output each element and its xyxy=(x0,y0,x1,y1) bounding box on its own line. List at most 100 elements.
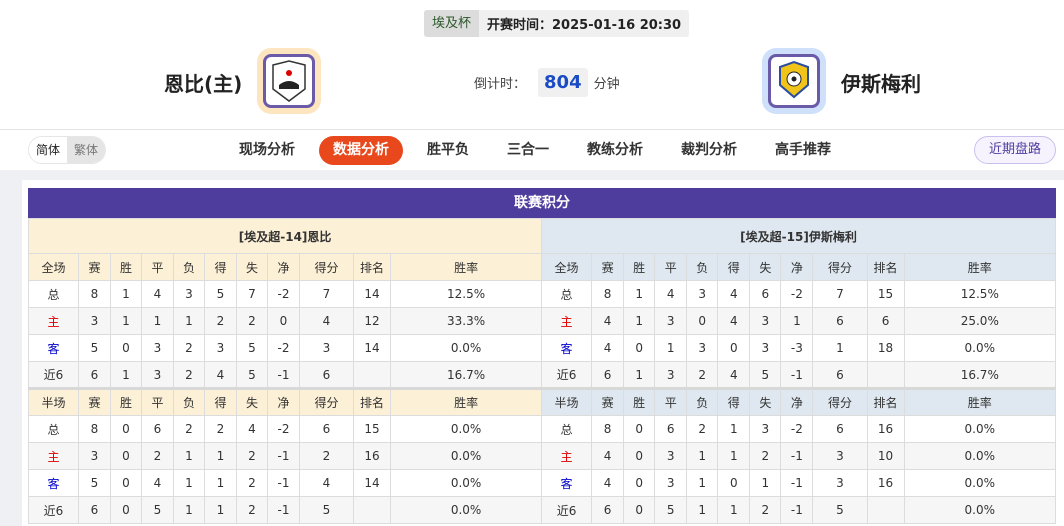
stat-cell: 33.3% xyxy=(389,307,543,335)
countdown-unit: 分钟 xyxy=(593,77,620,92)
stat-cell: 12.5% xyxy=(389,280,543,308)
stat-cell: 1 xyxy=(141,307,174,335)
column-header: 失 xyxy=(749,253,782,281)
column-header: 负 xyxy=(173,387,205,416)
column-header: 负 xyxy=(686,253,719,281)
column-header: 失 xyxy=(236,387,268,416)
column-header: 得分 xyxy=(299,387,354,416)
tab-4[interactable]: 教练分析 xyxy=(587,142,643,158)
stat-cell: 15 xyxy=(353,415,391,443)
lang-traditional[interactable]: 繁体 xyxy=(67,137,106,163)
stat-cell: 0.0% xyxy=(903,334,1057,362)
tab-1[interactable]: 数据分析 xyxy=(319,136,403,165)
tab-0[interactable]: 现场分析 xyxy=(239,142,295,158)
stat-cell: -2 xyxy=(780,280,814,308)
stat-cell: 5 xyxy=(812,496,868,524)
row-label: 主 xyxy=(540,442,593,470)
table-row: 客 5 0 4 1 1 2 -1 4 14 0.0% xyxy=(28,469,543,497)
row-label: 近6 xyxy=(540,496,593,524)
column-header: 平 xyxy=(654,253,688,281)
table-row: 主 4 1 3 0 4 3 1 6 6 25.0% xyxy=(540,307,1057,335)
stat-cell: 0 xyxy=(110,334,142,362)
column-header: 失 xyxy=(236,253,268,281)
stat-cell: 6 xyxy=(299,415,354,443)
stat-cell: 6 xyxy=(591,361,625,389)
table-row: 近6 6 1 3 2 4 5 -1 6 16.7% xyxy=(540,361,1057,389)
stat-cell: 1 xyxy=(623,361,656,389)
full-header-row: 全场赛胜平负得失净得分 排名 胜率 xyxy=(540,253,1057,281)
stat-cell: 2 xyxy=(686,415,719,443)
stat-cell: -2 xyxy=(267,415,300,443)
stat-cell: 8 xyxy=(78,280,111,308)
stat-cell: 0 xyxy=(110,496,142,524)
table-row: 总 8 0 6 2 2 4 -2 6 15 0.0% xyxy=(28,415,543,443)
stat-cell: 3 xyxy=(749,307,782,335)
stat-cell: 14 xyxy=(353,280,391,308)
column-header: 胜率 xyxy=(903,253,1057,281)
column-header: 净 xyxy=(267,253,300,281)
stat-cell: 4 xyxy=(236,415,268,443)
stat-cell: -2 xyxy=(267,334,300,362)
stat-cell: 0.0% xyxy=(389,415,543,443)
column-header: 失 xyxy=(749,387,782,416)
stat-cell: 6 xyxy=(749,280,782,308)
stat-cell: 6 xyxy=(812,361,868,389)
table-row: 近6 6 1 3 2 4 5 -1 6 16.7% xyxy=(28,361,543,389)
stat-cell: 2 xyxy=(236,469,268,497)
stat-cell: 14 xyxy=(353,469,391,497)
tab-5[interactable]: 裁判分析 xyxy=(681,142,737,158)
column-header: 得 xyxy=(717,253,751,281)
stat-cell: 0 xyxy=(623,469,656,497)
table-row: 客 4 0 3 1 0 1 -1 3 16 0.0% xyxy=(540,469,1057,497)
tab-3[interactable]: 三合一 xyxy=(507,142,549,158)
row-label: 主 xyxy=(540,307,593,335)
stat-cell: 16.7% xyxy=(903,361,1057,389)
column-header: 负 xyxy=(173,253,205,281)
stat-cell: 0.0% xyxy=(903,496,1057,524)
language-toggle[interactable]: 简体 繁体 xyxy=(28,136,107,164)
away-standings-table: [埃及超-15]伊斯梅利 全场赛胜平负得失净得分 排名 胜率总 8 1 4 3 4 6 -2 7 15 1… xyxy=(540,218,1057,524)
row-label: 近6 xyxy=(28,496,79,524)
column-header: 得 xyxy=(717,387,751,416)
stat-cell: 1 xyxy=(173,469,205,497)
stat-cell: 7 xyxy=(299,280,354,308)
tab-2[interactable]: 胜平负 xyxy=(427,142,469,158)
stat-cell: 3 xyxy=(654,469,688,497)
tab-6[interactable]: 高手推荐 xyxy=(775,142,831,158)
stat-cell: 16 xyxy=(866,415,905,443)
home-team-logo[interactable] xyxy=(257,48,321,114)
stat-cell: -1 xyxy=(780,442,814,470)
stat-cell: 1 xyxy=(173,496,205,524)
recent-trend-button[interactable]: 近期盘路 xyxy=(973,136,1056,164)
stat-cell: 4 xyxy=(299,469,354,497)
stat-cell: 15 xyxy=(866,280,905,308)
row-label: 近6 xyxy=(28,361,79,389)
away-team-logo[interactable] xyxy=(762,48,826,114)
row-label: 总 xyxy=(540,415,593,443)
stat-cell: 1 xyxy=(204,469,237,497)
stat-cell: -1 xyxy=(267,442,300,470)
stat-cell: 3 xyxy=(78,442,111,470)
stat-cell: 4 xyxy=(204,361,237,389)
stat-cell: 6 xyxy=(812,415,868,443)
stat-cell: 3 xyxy=(686,334,719,362)
lang-simplified[interactable]: 简体 xyxy=(29,137,68,163)
stat-cell: 1 xyxy=(110,280,142,308)
home-crest-icon xyxy=(272,60,306,102)
stat-cell: 1 xyxy=(110,361,142,389)
stat-cell: 0.0% xyxy=(389,496,543,524)
stat-cell: 3 xyxy=(204,334,237,362)
column-header: 平 xyxy=(141,387,174,416)
competition-badge[interactable]: 埃及杯 xyxy=(424,10,480,37)
match-header: 埃及杯 开赛时间：2025-01-16 20:30 恩比(主) 倒计时： 804… xyxy=(0,0,1064,129)
home-team-name[interactable]: 恩比(主) xyxy=(164,72,243,96)
stat-cell: 2 xyxy=(686,361,719,389)
stat-cell: 3 xyxy=(78,307,111,335)
stat-cell: 10 xyxy=(866,442,905,470)
row-label: 总 xyxy=(28,415,79,443)
stat-cell: 8 xyxy=(591,280,625,308)
away-team-name[interactable]: 伊斯梅利 xyxy=(841,72,921,96)
column-header: 赛 xyxy=(78,253,111,281)
table-row: 客 4 0 1 3 0 3 -3 1 18 0.0% xyxy=(540,334,1057,362)
stat-cell xyxy=(353,361,391,389)
